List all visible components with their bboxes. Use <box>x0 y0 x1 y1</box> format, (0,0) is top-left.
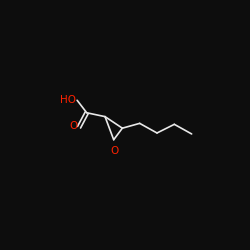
Text: O: O <box>69 121 78 131</box>
Text: O: O <box>110 146 119 156</box>
Text: HO: HO <box>60 95 76 105</box>
